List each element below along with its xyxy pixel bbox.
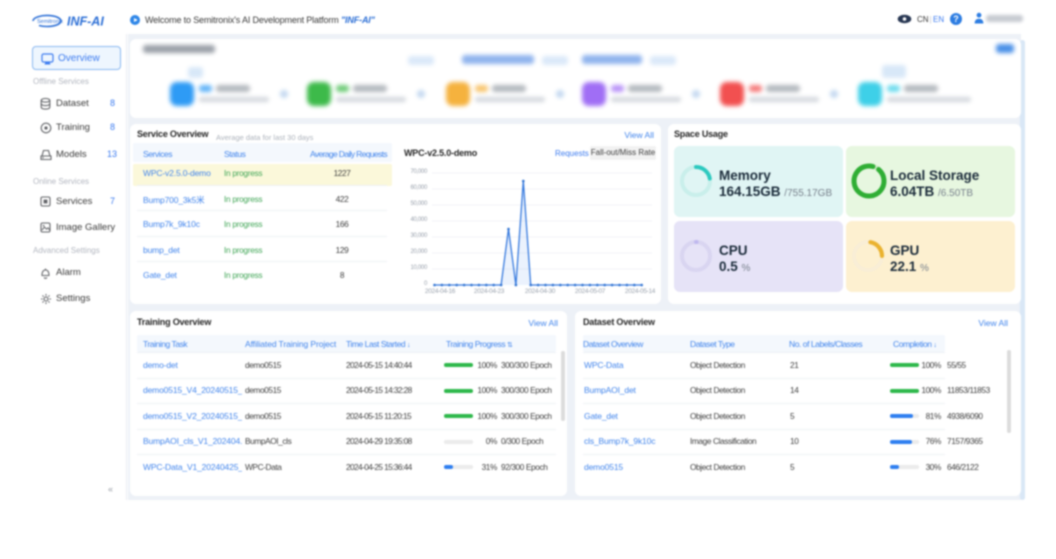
svg-text:Semitronix: Semitronix [37,19,63,25]
svg-text:INF-AI: INF-AI [67,15,104,29]
